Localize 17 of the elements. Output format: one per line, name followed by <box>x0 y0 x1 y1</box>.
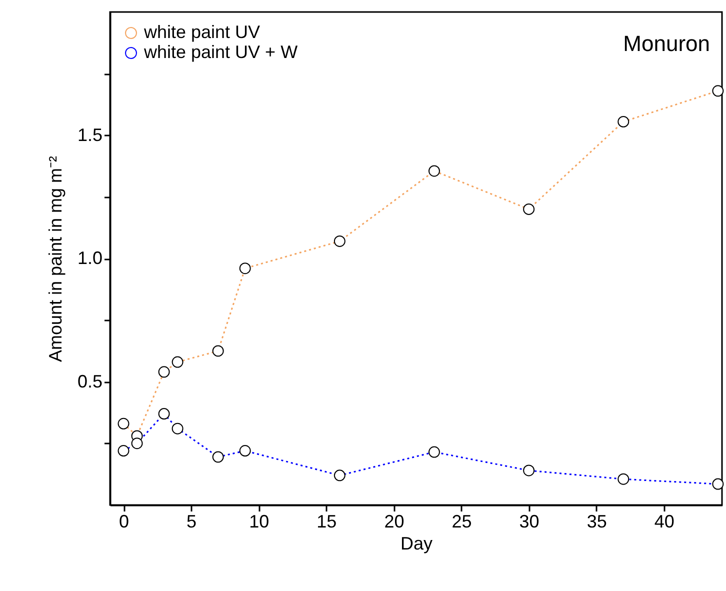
x-tick-label: 40 <box>654 512 674 532</box>
x-tick-label: 5 <box>186 512 197 532</box>
y-tick-label: 1.5 <box>77 124 102 145</box>
y-tick-label: 1.0 <box>77 248 102 268</box>
x-axis-title: Day <box>400 534 433 554</box>
legend-label: white paint UV + W <box>143 42 298 62</box>
y-axis-title: Amount in paint in mg m⁻² <box>45 156 66 362</box>
x-tick-label: 20 <box>384 512 404 532</box>
x-tick-label: 25 <box>452 512 472 532</box>
legend-label: white paint UV <box>143 22 260 42</box>
x-tick-label: 35 <box>586 512 607 532</box>
x-tick-label: 0 <box>119 512 130 532</box>
annotation: Monuron <box>623 31 710 56</box>
y-tick-label: 0.5 <box>77 371 102 392</box>
x-tick-label: 15 <box>316 512 337 532</box>
x-tick-label: 10 <box>249 512 270 532</box>
x-tick-label: 30 <box>519 512 540 532</box>
